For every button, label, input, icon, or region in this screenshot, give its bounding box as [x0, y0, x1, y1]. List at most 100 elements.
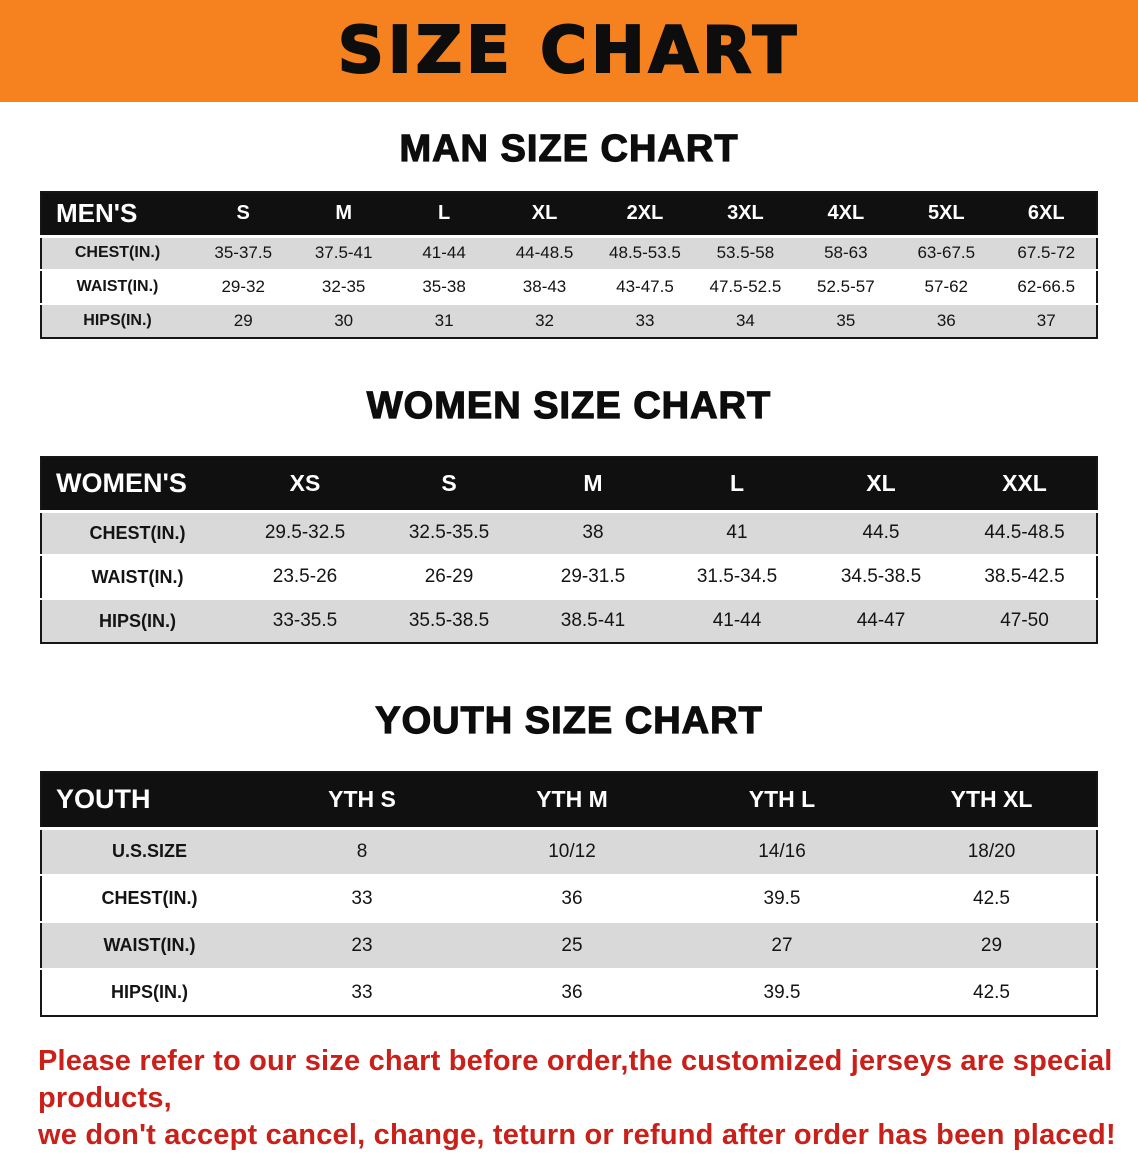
men-table-wrap: MEN'S S M L XL 2XL 3XL 4XL 5XL 6XL CHEST…: [0, 191, 1138, 339]
size-cell: 37.5-41: [293, 235, 394, 270]
size-chart-banner: SIZE CHART: [0, 0, 1138, 102]
size-cell: 38.5-42.5: [953, 554, 1097, 599]
disclaimer-line-1: Please refer to our size chart before or…: [38, 1045, 1113, 1115]
size-cell: 29-31.5: [521, 554, 665, 599]
row-label: HIPS(IN.): [41, 598, 233, 643]
men-table-title: MEN'S: [41, 192, 193, 238]
page-content: MAN SIZE CHART MEN'S S M L XL 2XL 3XL 4X…: [0, 102, 1138, 1154]
youth-header-row: YOUTH YTH S YTH M YTH L YTH XL: [41, 772, 1097, 830]
size-cell: 14/16: [677, 827, 887, 875]
size-cell: 36: [467, 968, 677, 1016]
youth-section-heading: YOUTH SIZE CHART: [375, 699, 763, 742]
size-cell: 38: [521, 510, 665, 555]
youth-waist-row: WAIST(IN.) 23 25 27 29: [41, 921, 1097, 969]
women-size-table: WOMEN'S XS S M L XL XXL CHEST(IN.) 29.5-…: [40, 456, 1098, 644]
size-cell: 67.5-72: [996, 235, 1097, 270]
men-size-header: 5XL: [896, 192, 997, 238]
men-size-header: 6XL: [996, 192, 1097, 238]
size-cell: 48.5-53.5: [594, 235, 696, 270]
row-label: HIPS(IN.): [41, 303, 193, 338]
size-cell: 57-62: [896, 269, 997, 304]
row-label: CHEST(IN.): [41, 874, 257, 922]
size-cell: 33: [257, 968, 467, 1016]
women-size-header: XS: [233, 457, 377, 513]
size-cell: 47-50: [953, 598, 1097, 643]
size-cell: 33: [257, 874, 467, 922]
size-cell: 31.5-34.5: [665, 554, 809, 599]
size-cell: 42.5: [887, 874, 1097, 922]
size-cell: 38-43: [494, 269, 595, 304]
size-cell: 44-47: [809, 598, 953, 643]
row-label: WAIST(IN.): [41, 921, 257, 969]
women-section-heading: WOMEN SIZE CHART: [366, 384, 772, 427]
size-cell: 44.5-48.5: [953, 510, 1097, 555]
women-size-header: L: [665, 457, 809, 513]
size-cell: 27: [677, 921, 887, 969]
disclaimer: Please refer to our size chart before or…: [38, 1043, 1138, 1154]
size-cell: 34.5-38.5: [809, 554, 953, 599]
size-cell: 29: [887, 921, 1097, 969]
size-cell: 26-29: [377, 554, 521, 599]
women-chest-row: CHEST(IN.) 29.5-32.5 32.5-35.5 38 41 44.…: [41, 510, 1097, 555]
size-cell: 43-47.5: [594, 269, 696, 304]
size-cell: 44-48.5: [494, 235, 595, 270]
banner-title: SIZE CHART: [337, 14, 801, 88]
women-size-header: M: [521, 457, 665, 513]
men-hips-row: HIPS(IN.) 29 30 31 32 33 34 35 36 37: [41, 303, 1097, 338]
size-cell: 23: [257, 921, 467, 969]
men-size-header: S: [193, 192, 294, 238]
size-cell: 62-66.5: [996, 269, 1097, 304]
row-label: CHEST(IN.): [41, 510, 233, 555]
size-cell: 35-37.5: [193, 235, 294, 270]
row-label: U.S.SIZE: [41, 827, 257, 875]
size-cell: 32: [494, 303, 595, 338]
size-cell: 32-35: [293, 269, 394, 304]
youth-table-wrap: YOUTH YTH S YTH M YTH L YTH XL U.S.SIZE …: [0, 771, 1138, 1017]
size-cell: 33-35.5: [233, 598, 377, 643]
size-cell: 53.5-58: [695, 235, 796, 270]
women-waist-row: WAIST(IN.) 23.5-26 26-29 29-31.5 31.5-34…: [41, 554, 1097, 599]
size-cell: 39.5: [677, 874, 887, 922]
size-cell: 35.5-38.5: [377, 598, 521, 643]
size-cell: 29.5-32.5: [233, 510, 377, 555]
men-size-header: 3XL: [695, 192, 796, 238]
size-cell: 47.5-52.5: [695, 269, 796, 304]
size-cell: 8: [257, 827, 467, 875]
youth-size-table: YOUTH YTH S YTH M YTH L YTH XL U.S.SIZE …: [40, 771, 1098, 1017]
youth-size-header: YTH L: [677, 772, 887, 830]
size-cell: 63-67.5: [896, 235, 997, 270]
youth-chest-row: CHEST(IN.) 33 36 39.5 42.5: [41, 874, 1097, 922]
size-cell: 36: [467, 874, 677, 922]
size-cell: 36: [896, 303, 997, 338]
men-size-header: 4XL: [795, 192, 897, 238]
size-cell: 31: [393, 303, 495, 338]
row-label: HIPS(IN.): [41, 968, 257, 1016]
women-table-title: WOMEN'S: [41, 457, 233, 513]
youth-hips-row: HIPS(IN.) 33 36 39.5 42.5: [41, 968, 1097, 1016]
women-table-wrap: WOMEN'S XS S M L XL XXL CHEST(IN.) 29.5-…: [0, 456, 1138, 644]
youth-size-header: YTH S: [257, 772, 467, 830]
youth-ussize-row: U.S.SIZE 8 10/12 14/16 18/20: [41, 827, 1097, 875]
youth-size-header: YTH XL: [887, 772, 1097, 830]
men-size-header: XL: [494, 192, 595, 238]
women-size-header: XXL: [953, 457, 1097, 513]
size-cell: 35: [795, 303, 897, 338]
women-size-header: XL: [809, 457, 953, 513]
size-cell: 23.5-26: [233, 554, 377, 599]
men-header-row: MEN'S S M L XL 2XL 3XL 4XL 5XL 6XL: [41, 192, 1097, 238]
size-cell: 41-44: [393, 235, 495, 270]
size-cell: 39.5: [677, 968, 887, 1016]
women-hips-row: HIPS(IN.) 33-35.5 35.5-38.5 38.5-41 41-4…: [41, 598, 1097, 643]
size-cell: 41: [665, 510, 809, 555]
row-label: WAIST(IN.): [41, 269, 193, 304]
size-cell: 44.5: [809, 510, 953, 555]
row-label: CHEST(IN.): [41, 235, 193, 270]
row-label: WAIST(IN.): [41, 554, 233, 599]
size-cell: 29: [193, 303, 294, 338]
size-cell: 18/20: [887, 827, 1097, 875]
size-cell: 37: [996, 303, 1097, 338]
size-cell: 41-44: [665, 598, 809, 643]
size-cell: 58-63: [795, 235, 897, 270]
men-section-heading: MAN SIZE CHART: [399, 127, 739, 170]
size-cell: 32.5-35.5: [377, 510, 521, 555]
